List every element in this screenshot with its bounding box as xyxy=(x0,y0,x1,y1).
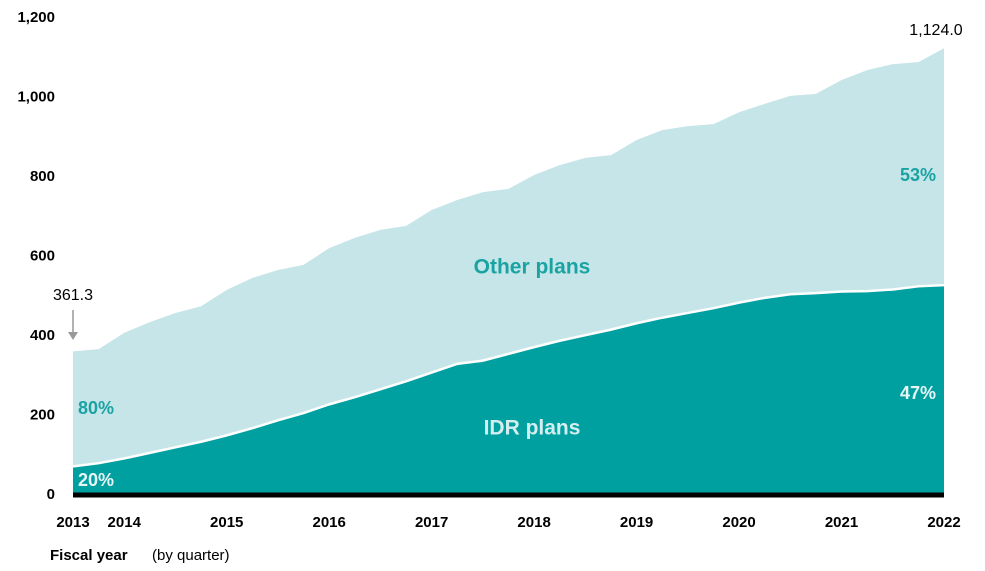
annotation: 80% xyxy=(78,398,114,418)
area xyxy=(73,285,944,495)
x-tick-label: 2020 xyxy=(722,514,755,531)
divider-line xyxy=(72,283,945,468)
annotation: 20% xyxy=(78,470,114,490)
annotation: 361.3 xyxy=(53,287,93,304)
annotation-arrowhead xyxy=(68,332,78,340)
x-tick-label: 2013 xyxy=(56,514,89,531)
y-tick-label: 1,200 xyxy=(17,9,55,26)
y-tick-label: 800 xyxy=(30,168,55,185)
x-axis-note: (by quarter) xyxy=(152,547,230,564)
x-tick-label: 2016 xyxy=(312,514,345,531)
x-tick-label: 2017 xyxy=(415,514,448,531)
y-tick-label: 600 xyxy=(30,247,55,264)
y-tick-label: 400 xyxy=(30,327,55,344)
x-tick-label: 2018 xyxy=(517,514,550,531)
series-label: IDR plans xyxy=(484,417,581,440)
area xyxy=(73,48,944,467)
y-tick-label: 200 xyxy=(30,406,55,423)
y-tick-label: 1,000 xyxy=(17,88,55,105)
x-tick-label: 2019 xyxy=(620,514,653,531)
annotation: 47% xyxy=(900,383,936,403)
x-tick-label: 2022 xyxy=(927,514,960,531)
y-tick-label: 0 xyxy=(47,486,55,503)
x-axis-label: Fiscal year xyxy=(50,547,128,564)
annotation: 53% xyxy=(900,165,936,185)
annotation: 1,124.0 xyxy=(909,22,962,39)
series-label: Other plans xyxy=(474,256,591,279)
x-tick-label: 2021 xyxy=(825,514,858,531)
x-tick-label: 2015 xyxy=(210,514,243,531)
x-tick-label: 2014 xyxy=(108,514,142,531)
